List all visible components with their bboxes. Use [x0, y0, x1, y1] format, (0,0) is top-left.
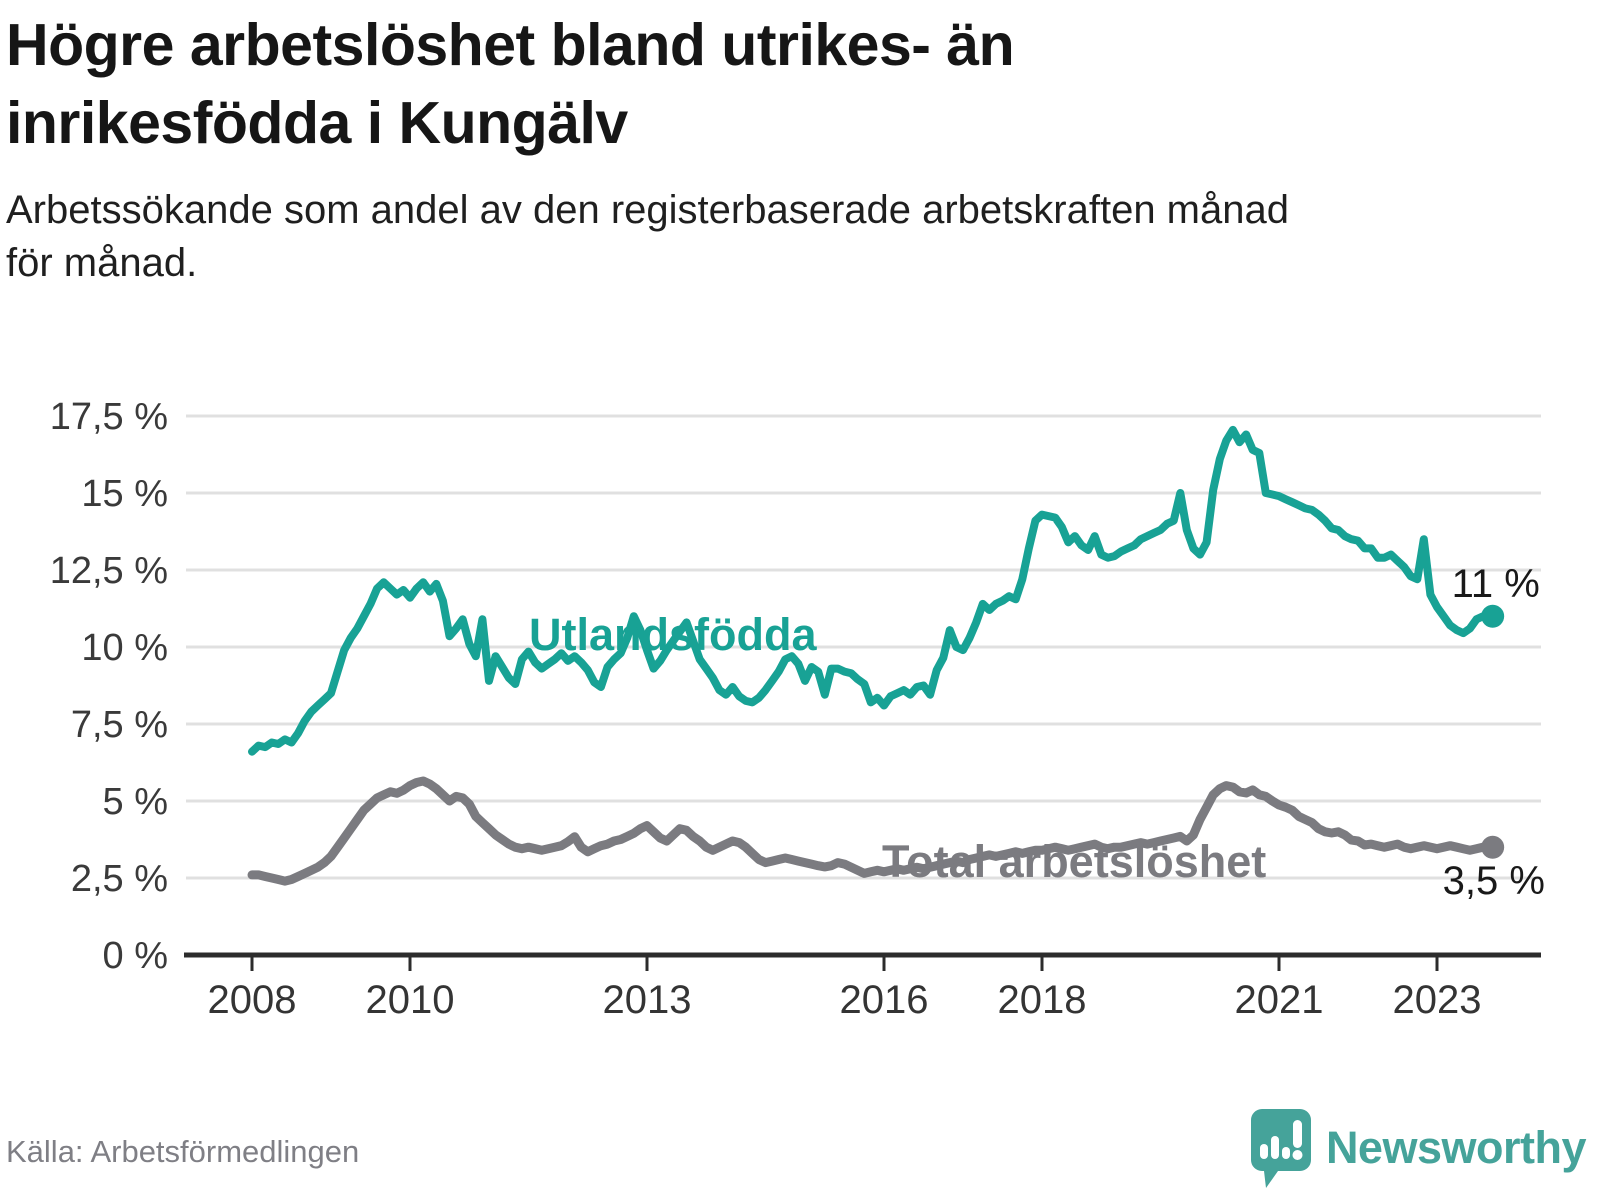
y-axis-tick-label: 15 % [81, 473, 168, 515]
newsworthy-logo-icon [1250, 1109, 1311, 1188]
x-axis-tick-label: 2013 [603, 978, 692, 1022]
y-axis-tick-label: 2,5 % [71, 858, 168, 900]
logo-bar-3 [1281, 1147, 1290, 1159]
y-axis-tick-label: 10 % [81, 627, 168, 669]
x-axis-tick-label: 2021 [1235, 978, 1324, 1022]
series-line-total-arbetsloshet [247, 776, 1495, 886]
page-title: Högre arbetslöshet bland utrikes- än inr… [6, 6, 1566, 163]
logo-bar-2 [1270, 1136, 1279, 1159]
y-axis-tick-label: 0 % [103, 935, 168, 977]
series-end-dot-utlandsfodda [1481, 604, 1505, 628]
x-axis-tick-label: 2010 [366, 978, 455, 1022]
title-line-2: inrikesfödda i Kungälv [6, 90, 628, 157]
series-end-dot-total-arbetsloshet [1481, 835, 1505, 859]
logo-exclamation-bar [1292, 1120, 1302, 1148]
series-end-value-utlandsfodda: 11 % [1452, 562, 1540, 606]
x-axis-tick-label: 2018 [998, 978, 1087, 1022]
x-axis-tick-label: 2016 [840, 978, 929, 1022]
subtitle-line-2: för månad. [6, 240, 198, 285]
title-line-1: Högre arbetslöshet bland utrikes- än [6, 12, 1015, 78]
y-axis-tick-label: 5 % [103, 781, 168, 823]
series-end-value-total-arbetsloshet: 3,5 % [1443, 859, 1545, 903]
logo-bar-1 [1259, 1144, 1268, 1159]
chart-subtitle: Arbetssökande som andel av den registerb… [6, 184, 1566, 290]
logo-exclamation-dot [1292, 1150, 1303, 1160]
series-line-utlandsfodda [248, 425, 1494, 756]
x-axis-tick-label: 2023 [1393, 978, 1482, 1022]
y-axis-tick-label: 7,5 % [71, 704, 168, 746]
y-axis-tick-label: 12,5 % [50, 550, 168, 592]
newsworthy-logo: Newsworthy [1248, 1106, 1587, 1190]
x-axis-tick-label: 2008 [208, 978, 297, 1022]
y-axis-tick-label: 17,5 % [50, 396, 168, 438]
newsworthy-logo-text: Newsworthy [1325, 1122, 1587, 1173]
series-name-label-total-arbetsloshet: Total arbetslöshet [882, 836, 1266, 887]
subtitle-line-1: Arbetssökande som andel av den registerb… [6, 188, 1289, 232]
source-note: Källa: Arbetsförmedlingen [6, 1134, 360, 1169]
series-name-label-utlandsfodda: Utlandsfödda [529, 609, 817, 660]
